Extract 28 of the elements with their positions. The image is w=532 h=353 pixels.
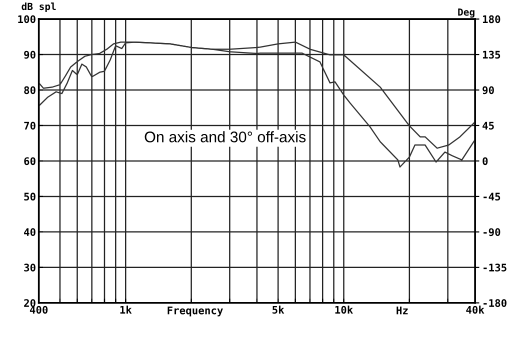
y-tick-label: 70 [24,122,36,130]
y2-tick-label: 180 [482,15,500,24]
y2-tick-label: -135 [484,264,506,272]
x-tick-label: 10k [335,306,353,314]
x-tick-label: 400 [30,306,48,314]
y-tick-label: 40 [24,228,36,236]
y-tick-label: 30 [24,264,36,272]
x-axis-title: Frequency [168,306,223,316]
y2-tick-label: 0 [482,157,488,166]
y-tick-label: 100 [18,15,36,24]
y2-axis-title: Deg [458,8,474,18]
annotation: On axis and 30° off-axis [144,131,306,142]
y-tick-label: 90 [24,50,36,59]
y-tick-label: 50 [24,192,36,201]
y2-tick-label: 90 [482,86,494,94]
y-tick-label: 80 [24,86,36,94]
y2-tick-label: -180 [484,299,506,307]
y2-tick-label: 45 [482,122,494,130]
x-tick-label: 1k [120,306,132,314]
x-tick-label: 40k [466,306,484,314]
y2-tick-label: -45 [484,192,500,201]
y-tick-label: 60 [24,157,36,166]
y2-tick-label: -90 [484,228,500,236]
y2-tick-label: 135 [482,50,500,59]
text: Hz [396,306,408,314]
x-tick-label: 5k [272,306,284,314]
y-axis-title: dB spl [22,2,56,12]
y-tick-label: 20 [24,299,36,307]
